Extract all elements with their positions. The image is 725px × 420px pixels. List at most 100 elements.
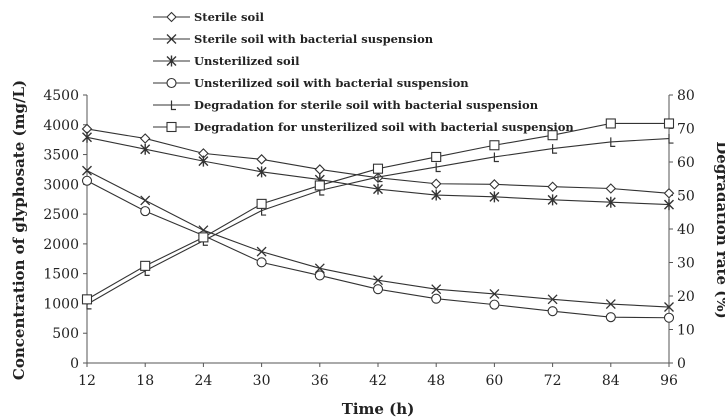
data-point-marker [489, 179, 500, 190]
data-point-marker [610, 137, 616, 147]
data-point-marker [170, 100, 176, 111]
y-right-tick-label: 60 [677, 155, 695, 171]
data-point-marker [166, 121, 177, 133]
data-point-marker [605, 299, 616, 309]
data-point-marker [256, 166, 267, 178]
data-point-marker [435, 162, 441, 173]
data-point-marker [489, 299, 500, 310]
y-right-tick-label: 70 [677, 122, 695, 138]
y-left-tick-label: 2500 [43, 207, 79, 223]
data-point-marker [166, 55, 177, 67]
data-point-marker [256, 257, 267, 268]
legend-label: Sterile soil [194, 10, 265, 24]
data-point-marker [547, 306, 558, 317]
data-point-marker [547, 181, 558, 192]
y-right-ticks: 0 10 20 30 40 50 60 70 80 [669, 88, 695, 372]
y-right-tick-label: 10 [677, 323, 695, 339]
data-point-marker [605, 183, 617, 194]
y-left-tick-label: 3500 [43, 148, 79, 164]
x-tick-label: 48 [427, 373, 445, 389]
data-point-marker [256, 154, 267, 165]
y-left-ticks: 0 500 1000 1500 2000 2500 3000 3500 4000 4500 [43, 88, 87, 372]
y-left-tick-label: 1000 [43, 296, 79, 312]
data-point-marker [489, 140, 500, 151]
y-left-tick-label: 2000 [43, 237, 79, 253]
data-point-marker [430, 178, 442, 190]
y-right-tick-label: 20 [677, 289, 695, 305]
x-tick-label: 30 [253, 373, 271, 389]
x-tick-label: 42 [369, 373, 387, 389]
data-point-marker [664, 302, 674, 312]
data-point-marker [372, 284, 384, 295]
x-tick-label: 12 [78, 373, 96, 389]
data-point-marker [431, 189, 442, 201]
x-tick-label: 24 [194, 373, 212, 389]
data-point-marker [605, 312, 616, 323]
x-tick-label: 36 [311, 373, 329, 389]
data-point-marker [139, 133, 151, 144]
y-right-tick-label: 40 [677, 222, 695, 238]
legend-label: Degradation for sterile soil with bacter… [194, 98, 539, 112]
x-tick-label: 18 [136, 373, 154, 389]
data-point-marker [489, 191, 500, 203]
y-left-tick-label: 1500 [43, 267, 79, 283]
legend-item: Unsterilized soil [153, 54, 300, 68]
data-point-marker [605, 118, 616, 129]
legend-label: Sterile soil with bacterial suspension [194, 32, 434, 46]
legend-item: Degradation for unsterilized soil with b… [153, 120, 574, 134]
data-point-marker [373, 275, 383, 286]
series-4 [81, 175, 675, 323]
data-point-marker [81, 175, 93, 186]
x-tick-label: 60 [485, 373, 503, 389]
y-left-tick-label: 500 [52, 326, 79, 342]
data-point-marker [493, 152, 499, 163]
data-point-marker [431, 284, 442, 295]
series-group [81, 118, 675, 323]
data-point-marker [668, 134, 674, 144]
data-point-marker [489, 288, 500, 299]
y-right-tick-label: 80 [677, 88, 695, 104]
data-point-marker [547, 194, 558, 206]
x-tick-label: 72 [544, 373, 562, 389]
y-axis-left-title: Concentration of glyphosate (mg/L) [10, 80, 28, 380]
data-point-marker [140, 260, 151, 271]
data-point-marker [256, 246, 267, 257]
data-point-marker [198, 155, 209, 167]
data-point-marker [82, 165, 92, 176]
legend-item: Sterile soil with bacterial suspension [153, 32, 434, 46]
data-point-marker [256, 198, 267, 209]
data-point-marker [547, 130, 558, 141]
legend-label: Unsterilized soil [194, 54, 300, 68]
plot-area: 12 18 24 30 36 42 48 60 72 84 96 05001000150020002… [43, 88, 694, 389]
data-point-marker [81, 294, 93, 305]
data-point-marker [431, 293, 442, 304]
y-axis-right-title: Degradation rate (%) [713, 141, 725, 318]
data-point-marker [261, 206, 267, 216]
x-tick-label: 84 [602, 373, 620, 389]
data-point-marker [198, 232, 209, 243]
data-point-marker [663, 312, 675, 323]
data-point-marker [664, 199, 674, 211]
data-point-marker [377, 172, 383, 183]
y-right-tick-label: 50 [677, 189, 695, 205]
legend-item: Degradation for sterile soil with bacter… [153, 98, 539, 112]
data-point-marker [372, 163, 384, 174]
data-point-marker [314, 270, 325, 281]
x-axis-title: Time (h) [342, 400, 415, 418]
data-point-marker [166, 11, 177, 23]
data-point-marker [547, 294, 558, 305]
data-point-marker [314, 164, 326, 175]
data-point-marker [314, 263, 325, 274]
data-point-marker [82, 131, 92, 143]
data-point-marker [373, 183, 383, 195]
legend: Sterile soil Sterile soil with bacterial … [153, 10, 574, 134]
y-left-tick-label: 4500 [43, 88, 79, 104]
y-left-tick-label: 4000 [43, 118, 79, 134]
data-point-marker [140, 143, 151, 155]
y-right-tick-label: 0 [677, 356, 686, 372]
y-left-tick-label: 3000 [43, 177, 79, 193]
data-point-marker [431, 151, 442, 163]
data-point-marker [166, 34, 177, 44]
data-point-marker [166, 77, 177, 89]
